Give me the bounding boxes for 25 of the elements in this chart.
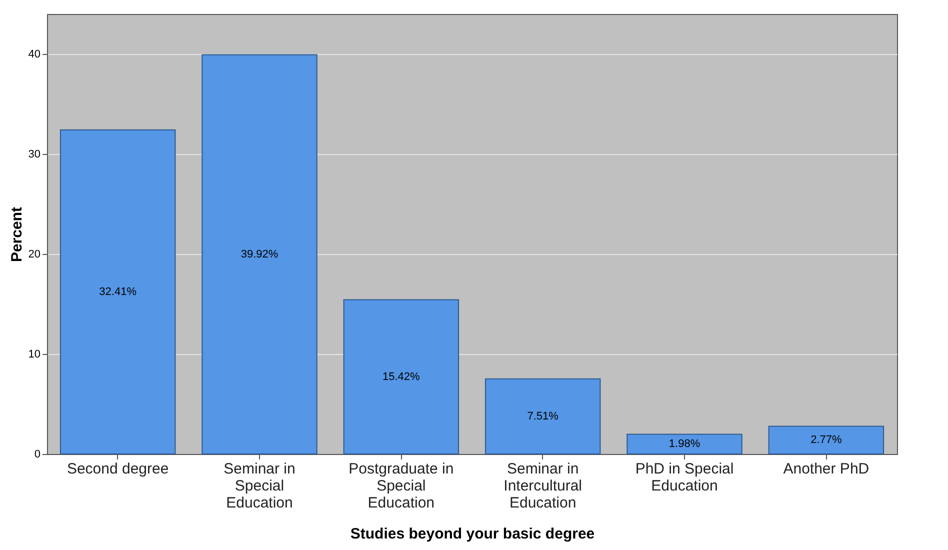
- data-label: 32.41%: [99, 286, 137, 298]
- x-tick-label: Seminar in Special Education: [224, 460, 296, 512]
- bar: [484, 378, 601, 454]
- data-label: 2.77%: [810, 434, 842, 446]
- bar: [626, 434, 742, 454]
- y-tick-label: 20: [28, 248, 40, 260]
- x-tick-label: Another PhD: [783, 460, 870, 478]
- x-axis-title: Studies beyond your basic degree: [350, 526, 595, 542]
- x-tick-label: Second degree: [66, 460, 169, 478]
- y-tick-label: 10: [28, 348, 40, 360]
- x-tick-label: Seminar in Intercultural Education: [504, 460, 582, 512]
- bar: [202, 54, 318, 454]
- data-label: 15.42%: [382, 370, 420, 383]
- y-tick-label: 0: [34, 448, 40, 460]
- bar: [60, 129, 176, 454]
- y-tick-label: 40: [28, 48, 40, 60]
- data-label: 1.98%: [668, 438, 700, 450]
- data-label: 7.51%: [527, 410, 559, 422]
- x-tick-label: PhD in Special Education: [635, 460, 734, 494]
- y-axis-title: Percent: [8, 206, 26, 262]
- bar: [343, 299, 460, 454]
- x-tick-label: Postgraduate in Special Education: [348, 460, 454, 512]
- y-tick-label: 30: [28, 148, 40, 160]
- bar: [768, 426, 884, 454]
- data-label: 39.92%: [240, 248, 278, 260]
